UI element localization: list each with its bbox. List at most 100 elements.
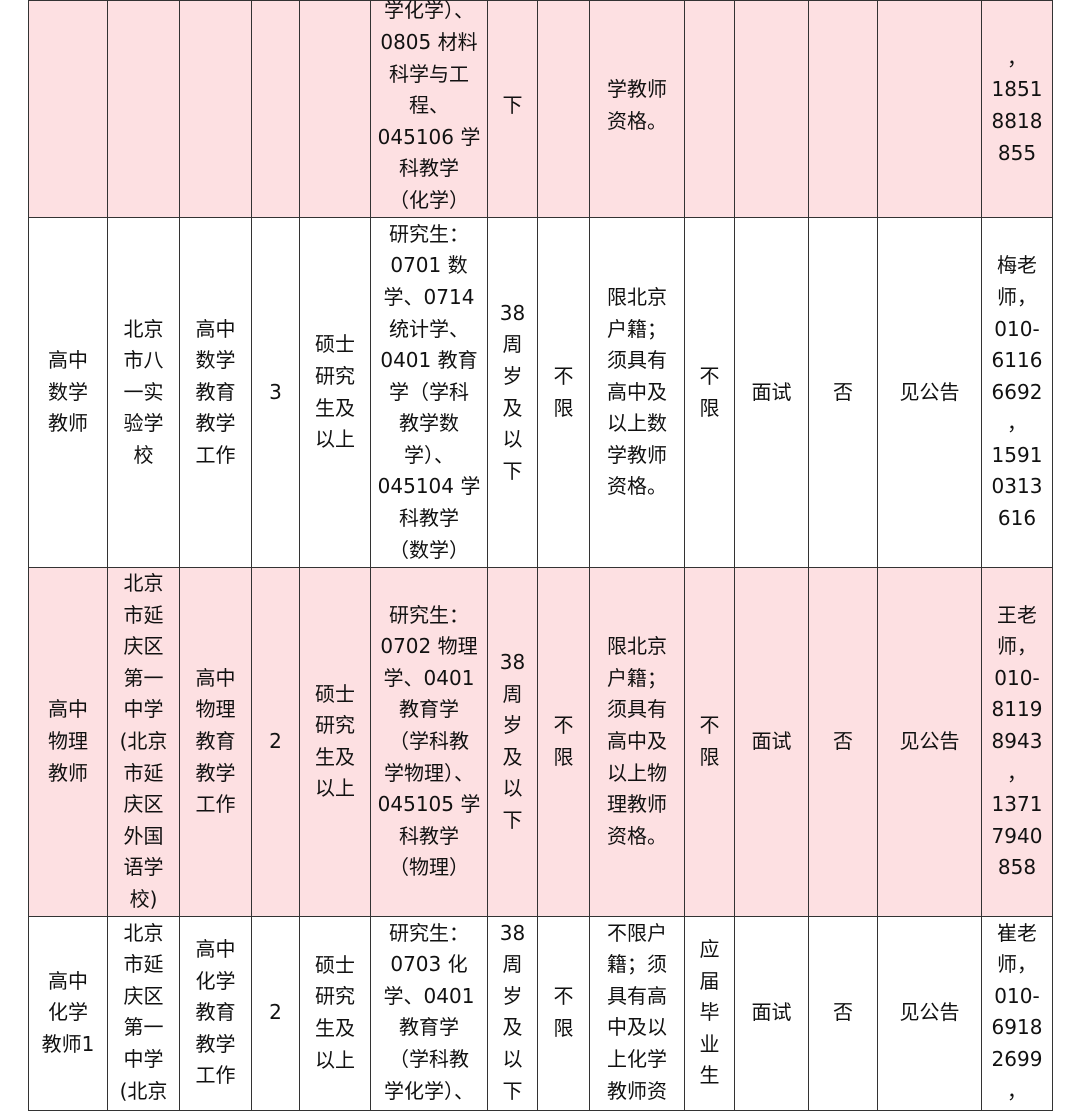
cell-contact-info xyxy=(877,0,982,218)
cell-employer xyxy=(107,0,180,218)
cell-text: 38 周 岁 及 以 下 xyxy=(499,300,526,483)
cell-position: 高中 物理 教师 xyxy=(28,567,108,917)
cell-household xyxy=(808,0,878,218)
cell-text: 38 周 岁 及 以 下 xyxy=(499,920,526,1103)
cell-job-content: 高中 化学 教育 教学 工作 xyxy=(179,915,252,1111)
cell-household: 否 xyxy=(808,567,878,917)
cell-text: 不限户 籍；须 具有高 中及以 上化学 教师资 xyxy=(607,920,667,1103)
cell-text: 否 xyxy=(833,728,853,753)
cell-age: 38 周 岁 及 以 下 xyxy=(487,217,538,568)
cell-exam-method: 面试 xyxy=(734,567,809,917)
cell-job-content xyxy=(179,0,252,218)
cell-text: 高中 化学 教师1 xyxy=(41,968,95,1056)
cell-exam-method: 面试 xyxy=(734,217,809,568)
cell-contact: 王老 师， 010- 8119 8943 ， 1371 7940 858 xyxy=(981,567,1053,917)
cell-education: 硕士 研究 生及 以上 xyxy=(299,567,371,917)
cell-political-status: 不 限 xyxy=(537,217,590,568)
cell-text: 2 xyxy=(269,1000,282,1025)
cell-requirements: 限北京 户籍； 须具有 高中及 以上物 理教师 资格。 xyxy=(589,567,685,917)
cell-text: 硕士 研究 生及 以上 xyxy=(315,681,355,801)
cell-text: 限北京 户籍； 须具有 高中及 以上数 学教师 资格。 xyxy=(607,284,667,499)
cell-headcount: 2 xyxy=(251,915,300,1111)
cell-political-status: 不 限 xyxy=(537,567,590,917)
cell-text: 高中 化学 教育 教学 工作 xyxy=(195,937,236,1088)
cell-text: 学化学）、 0805 材料 科学与工 程、 045106 学 科教学 （化学） xyxy=(377,0,481,212)
cell-applicant-type xyxy=(684,0,735,218)
cell-political-status: 不 限 xyxy=(537,915,590,1111)
cell-education xyxy=(299,0,371,218)
table-row: 高中 数学 教师 北京 市八 一实 验学 校高中 数学 教育 教学 工作 3 硕士 研… xyxy=(28,217,1053,568)
cell-household: 否 xyxy=(808,217,878,568)
cell-employer: 北京 市八 一实 验学 校 xyxy=(107,217,180,568)
cell-text: 研究生： 0703 化 学、0401 教育学 （学科教 学化学）、 xyxy=(383,920,475,1103)
table-row: 高中 化学 教师1 北京 市延 庆区 第一 中学 (北京 高中 化学 教育 教学 工… xyxy=(28,915,1053,1111)
cell-text: 限北京 户籍； 须具有 高中及 以上物 理教师 资格。 xyxy=(607,634,667,848)
cell-text: 高中 物理 教育 教学 工作 xyxy=(195,665,236,817)
cell-requirements: 限北京 户籍； 须具有 高中及 以上数 学教师 资格。 xyxy=(589,217,685,568)
cell-employer: 北京 市延 庆区 第一 中学 (北京 xyxy=(107,915,180,1111)
cell-political-status xyxy=(537,0,590,218)
recruitment-table: 学化学）、 0805 材料 科学与工 程、 045106 学 科教学 （化学） 下… xyxy=(28,0,1053,1111)
cell-education: 硕士 研究 生及 以上 xyxy=(299,217,371,568)
cell-applicant-type: 不 限 xyxy=(684,567,735,917)
cell-text: 硕士 研究 生及 以上 xyxy=(315,952,355,1072)
cell-text: 否 xyxy=(833,1000,853,1025)
cell-major: 研究生： 0702 物理 学、0401 教育学 （学科教 学物理）、 04510… xyxy=(370,567,488,917)
cell-job-content: 高中 数学 教育 教学 工作 xyxy=(179,217,252,568)
cell-text: 北京 市八 一实 验学 校 xyxy=(123,316,164,467)
cell-household: 否 xyxy=(808,915,878,1111)
cell-text: 应 届 毕 业 生 xyxy=(699,937,720,1088)
cell-major: 研究生： 0701 数 学、0714 统计学、 0401 教育 学（学科 教学数… xyxy=(370,217,488,568)
cell-age: 38 周 岁 及 以 下 xyxy=(487,567,538,917)
cell-contact-info: 见公告 xyxy=(877,217,982,568)
cell-text: 研究生： 0701 数 学、0714 统计学、 0401 教育 学（学科 教学数… xyxy=(377,221,481,562)
cell-position: 高中 化学 教师1 xyxy=(28,915,108,1111)
cell-text: 王老 师， 010- 8119 8943 ， 1371 7940 858 xyxy=(991,602,1043,880)
cell-headcount: 2 xyxy=(251,567,300,917)
cell-text: 不 限 xyxy=(553,363,574,420)
cell-exam-method xyxy=(734,0,809,218)
cell-text: 2 xyxy=(269,728,282,753)
cell-text: 见公告 xyxy=(899,1000,960,1025)
cell-text: 高中 物理 教师 xyxy=(48,697,88,785)
cell-text: 下 xyxy=(502,93,523,118)
cell-text: 北京 市延 庆区 第一 中学 (北京 xyxy=(119,920,168,1103)
cell-contact-info: 见公告 xyxy=(877,567,982,917)
cell-text: 崔老 师， 010- 6918 2699 ， xyxy=(991,920,1043,1103)
cell-age: 下 xyxy=(487,0,538,218)
cell-contact-info: 见公告 xyxy=(877,915,982,1111)
cell-text: 3 xyxy=(269,379,282,404)
cell-text: 高中 数学 教育 教学 工作 xyxy=(195,316,236,467)
cell-text: 38 周 岁 及 以 下 xyxy=(499,649,526,832)
cell-text: 梅老 师， 010- 6116 6692 ， 1591 0313 616 xyxy=(991,253,1043,531)
cell-text: 学教师 资格。 xyxy=(607,77,667,133)
cell-text: 硕士 研究 生及 以上 xyxy=(315,332,355,452)
cell-job-content: 高中 物理 教育 教学 工作 xyxy=(179,567,252,917)
cell-contact: 崔老 师， 010- 6918 2699 ， xyxy=(981,915,1053,1111)
cell-text: 北京 市延 庆区 第一 中学 (北京 市延 庆区 外国 语学 校) xyxy=(119,571,168,911)
table-row: 学化学）、 0805 材料 科学与工 程、 045106 学 科教学 （化学） 下… xyxy=(28,0,1053,218)
cell-employer: 北京 市延 庆区 第一 中学 (北京 市延 庆区 外国 语学 校) xyxy=(107,567,180,917)
table-row: 高中 物理 教师 北京 市延 庆区 第一 中学 (北京 市延 庆区 外国 语学 校… xyxy=(28,567,1053,917)
cell-text: 研究生： 0702 物理 学、0401 教育学 （学科教 学物理）、 04510… xyxy=(377,602,481,880)
cell-headcount xyxy=(251,0,300,218)
cell-major: 研究生： 0703 化 学、0401 教育学 （学科教 学化学）、 xyxy=(370,915,488,1111)
cell-text: 见公告 xyxy=(899,728,960,753)
cell-headcount: 3 xyxy=(251,217,300,568)
cell-major: 学化学）、 0805 材料 科学与工 程、 045106 学 科教学 （化学） xyxy=(370,0,488,218)
cell-requirements: 不限户 籍；须 具有高 中及以 上化学 教师资 xyxy=(589,915,685,1111)
cell-text: 见公告 xyxy=(899,379,960,404)
cell-applicant-type: 不 限 xyxy=(684,217,735,568)
cell-text: 面试 xyxy=(751,1000,792,1025)
cell-text: 否 xyxy=(833,379,853,404)
cell-text: ， 1851 8818 855 xyxy=(991,45,1043,165)
cell-position: 高中 数学 教师 xyxy=(28,217,108,568)
cell-requirements: 学教师 资格。 xyxy=(589,0,685,218)
cell-age: 38 周 岁 及 以 下 xyxy=(487,915,538,1111)
cell-applicant-type: 应 届 毕 业 生 xyxy=(684,915,735,1111)
cell-contact: ， 1851 8818 855 xyxy=(981,0,1053,218)
cell-exam-method: 面试 xyxy=(734,915,809,1111)
cell-text: 面试 xyxy=(751,379,792,404)
cell-text: 高中 数学 教师 xyxy=(48,348,88,436)
cell-text: 不 限 xyxy=(553,984,574,1041)
